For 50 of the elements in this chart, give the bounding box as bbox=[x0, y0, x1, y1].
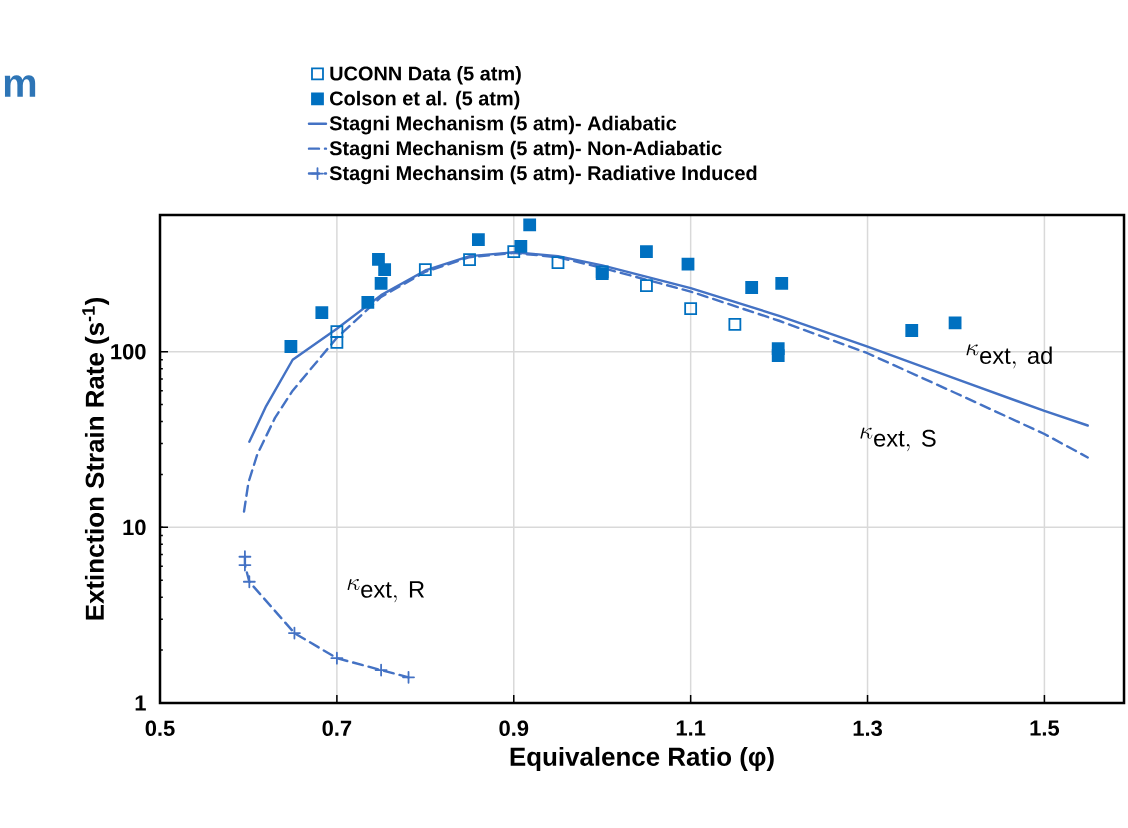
point bbox=[378, 263, 392, 277]
point bbox=[728, 318, 742, 331]
point bbox=[374, 276, 388, 290]
point bbox=[905, 324, 919, 337]
point bbox=[551, 256, 565, 270]
point bbox=[684, 302, 698, 315]
annotation: $\kappa_{\mathrm{ext,\ R}}$ bbox=[347, 578, 425, 603]
point bbox=[330, 651, 344, 665]
y-tick-label: 1 bbox=[135, 695, 146, 711]
y-tick-label: 100 bbox=[111, 343, 146, 360]
point bbox=[640, 245, 653, 259]
x-axis-title: Equivalence Ratio (φ) bbox=[510, 746, 774, 772]
point bbox=[402, 670, 415, 684]
annotation: $\kappa_{\mathrm{ext,\ S}}$ bbox=[860, 427, 936, 452]
point bbox=[288, 626, 301, 640]
chart-title: m bbox=[4, 75, 36, 97]
legend-label: Colson et al. (5 atm) bbox=[330, 90, 520, 110]
point bbox=[372, 253, 385, 266]
point bbox=[640, 279, 653, 292]
legend-label: Stagni Mechansim (5 atm)- Radiative Induced bbox=[329, 165, 757, 185]
x-tick-label: 1.5 bbox=[1030, 720, 1060, 736]
point bbox=[330, 325, 344, 339]
point bbox=[775, 276, 789, 290]
y-tick-label: 10 bbox=[123, 519, 146, 536]
legend-label: Stagni Mechanism (5 atm)- Adiabatic bbox=[329, 115, 677, 135]
point bbox=[771, 349, 785, 362]
point bbox=[523, 218, 537, 232]
point bbox=[471, 233, 485, 246]
point bbox=[284, 340, 298, 353]
point bbox=[361, 295, 375, 309]
legend-label: Stagni Mechanism (5 atm)- Non-Adiabatic bbox=[329, 140, 722, 160]
point bbox=[507, 245, 521, 259]
legend-label: UCONN Data (5 atm) bbox=[330, 65, 521, 85]
x-tick-label: 1.1 bbox=[676, 720, 706, 736]
point bbox=[681, 257, 695, 271]
point bbox=[463, 253, 476, 267]
point bbox=[315, 306, 329, 319]
annotation: $\kappa_{\mathrm{ext,\ ad}}$ bbox=[966, 344, 1052, 369]
point bbox=[745, 281, 759, 294]
point bbox=[374, 663, 388, 677]
point bbox=[948, 316, 962, 330]
point bbox=[514, 239, 528, 253]
x-tick-label: 0.9 bbox=[499, 720, 529, 737]
point bbox=[330, 335, 344, 349]
x-tick-label: 1.3 bbox=[853, 720, 882, 737]
y-axis-title: Extinction Strain Rate (s$^{-1}$) bbox=[82, 297, 110, 620]
x-tick-label: 0.7 bbox=[322, 720, 352, 737]
x-tick-label: 0.5 bbox=[145, 720, 175, 737]
point bbox=[242, 575, 256, 589]
point bbox=[418, 263, 432, 277]
